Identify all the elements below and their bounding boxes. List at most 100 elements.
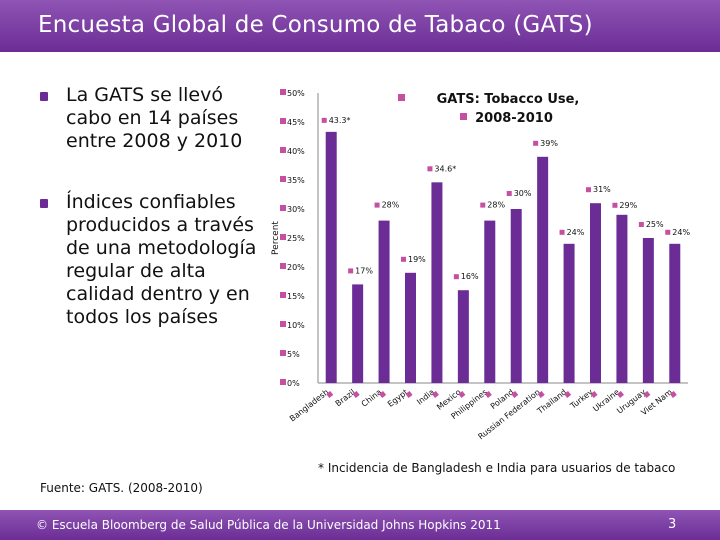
category-label: Bangladesh [288, 387, 331, 423]
data-label-marker [506, 191, 512, 196]
y-tick-label: 15% [287, 292, 305, 301]
data-label: 28% [382, 201, 400, 210]
y-tick-label: 40% [287, 147, 305, 156]
data-label: 24% [672, 228, 690, 237]
bar [510, 209, 522, 383]
y-tick-marker [280, 205, 286, 211]
category-marker [458, 390, 466, 398]
source-note: Fuente: GATS. (2008-2010) [40, 481, 203, 495]
category-marker [511, 390, 519, 398]
page-number: 3 [668, 517, 677, 532]
y-tick-label: 45% [287, 118, 305, 127]
title-marker [398, 94, 405, 101]
y-tick-marker [280, 234, 286, 240]
data-label-marker [321, 117, 327, 123]
y-tick-label: 25% [287, 234, 305, 243]
data-label-marker [480, 202, 486, 208]
category-marker [590, 390, 598, 398]
bar [642, 238, 654, 383]
bar [457, 290, 469, 383]
bar [590, 203, 601, 383]
category-marker [379, 390, 387, 398]
category-label: Egypt [386, 387, 410, 408]
data-label: 25% [646, 220, 664, 229]
data-label-marker [374, 202, 380, 208]
y-tick-label: 35% [287, 176, 305, 185]
bar [378, 220, 390, 383]
chart-title-line2: 2008-2010 [475, 111, 553, 126]
y-tick-marker [280, 89, 286, 95]
data-label: 19% [408, 255, 426, 264]
y-tick-marker [280, 292, 286, 298]
y-tick-marker [280, 379, 286, 385]
data-label-marker [612, 202, 618, 208]
y-tick-marker [280, 263, 286, 269]
slide-title: Encuesta Global de Consumo de Tabaco (GA… [38, 12, 593, 38]
title-bar: Encuesta Global de Consumo de Tabaco (GA… [0, 0, 720, 52]
category-marker [352, 390, 360, 398]
data-label-marker [559, 229, 565, 235]
bar [352, 284, 364, 383]
data-label-marker [401, 256, 406, 262]
y-tick-label: 50% [287, 89, 305, 98]
bullet-item: Índices confiables producidos a través d… [40, 191, 268, 329]
chart-title-line1: GATS: Tobacco Use, [437, 92, 580, 107]
y-tick-marker [280, 147, 286, 153]
bullet-text: La GATS se llevó cabo en 14 países entre… [66, 84, 243, 152]
data-label-marker [453, 274, 459, 280]
y-tick-marker [280, 321, 286, 327]
category-marker [643, 390, 651, 398]
footer-bar: © Escuela Bloomberg de Salud Pública de … [0, 510, 720, 540]
category-marker [537, 390, 545, 398]
data-label-marker [586, 187, 591, 193]
category-label: India [415, 387, 436, 406]
bar [484, 220, 496, 383]
y-tick-marker [280, 176, 286, 182]
y-tick-label: 10% [287, 321, 305, 330]
y-tick-label: 20% [287, 263, 305, 272]
category-marker [431, 390, 439, 398]
data-label: 16% [461, 272, 479, 281]
data-label: 43.3* [329, 116, 351, 125]
category-marker [564, 390, 572, 398]
bar [537, 156, 549, 383]
bullet-icon [40, 92, 48, 101]
data-label-marker [427, 166, 433, 172]
data-label: 24% [567, 228, 585, 237]
y-tick-label: 0% [287, 379, 300, 388]
bullet-icon [40, 199, 48, 208]
bar [325, 131, 337, 383]
bar [563, 243, 575, 383]
category-label: China [360, 387, 384, 408]
data-label-marker [533, 140, 539, 146]
bar [616, 214, 628, 383]
y-tick-label: 5% [287, 350, 300, 359]
title-marker [460, 113, 467, 120]
category-label: Thailand [535, 387, 568, 416]
data-label: 28% [487, 201, 505, 210]
footnote: * Incidencia de Bangladesh e India para … [318, 461, 676, 475]
category-label: Turkey [568, 387, 595, 411]
data-label-marker [665, 229, 671, 235]
category-label: Brazil [334, 387, 357, 408]
bullet-text: Índices confiables producidos a través d… [66, 191, 257, 328]
data-label: 31% [593, 185, 611, 194]
bar-chart: Percent 0% 5% 10% 15% 20% 25% 30% 35% 40% 45% 50% GA… [271, 89, 690, 441]
data-label: 29% [619, 201, 637, 210]
category-marker [669, 390, 677, 398]
category-marker [616, 390, 624, 398]
y-tick-marker [280, 350, 286, 356]
y-axis-label: Percent [271, 221, 281, 255]
data-label-marker [638, 222, 644, 227]
category-marker [326, 390, 334, 398]
category-marker [484, 390, 492, 398]
bar [405, 272, 416, 383]
y-tick-label: 30% [287, 205, 305, 214]
data-label: 39% [540, 139, 558, 148]
bar [431, 182, 443, 383]
data-label: 17% [355, 266, 373, 275]
data-label-marker [348, 268, 354, 274]
y-tick-marker [280, 118, 286, 124]
bar [669, 243, 681, 383]
bullet-item: La GATS se llevó cabo en 14 países entre… [40, 84, 268, 153]
